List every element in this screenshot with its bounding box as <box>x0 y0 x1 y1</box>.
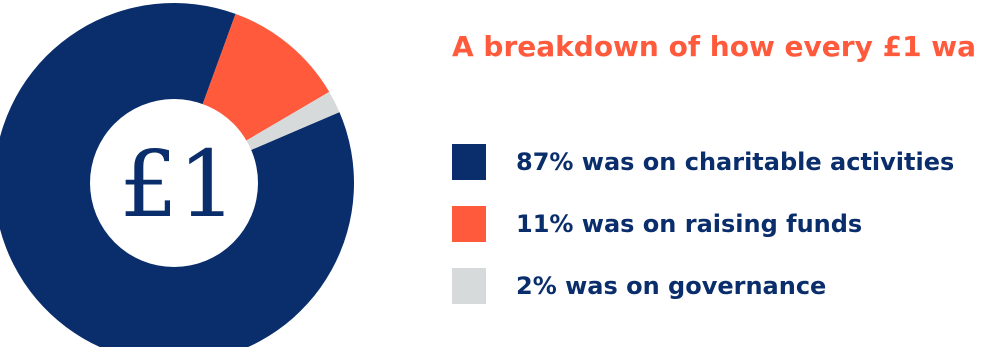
donut-hole <box>90 99 258 267</box>
legend-item-charitable: 87% was on charitable activities <box>452 144 993 180</box>
legend-swatch-governance <box>452 268 486 304</box>
chart-title: A breakdown of how every £1 wa <box>452 30 977 63</box>
center-label: £1 <box>119 131 236 238</box>
slice-charitable <box>0 3 354 347</box>
legend-swatch-fundraising <box>452 206 486 242</box>
legend-swatch-charitable <box>452 144 486 180</box>
legend-label-governance: 2% was on governance <box>516 272 827 300</box>
legend-item-governance: 2% was on governance <box>452 268 993 304</box>
legend-label-fundraising: 11% was on raising funds <box>516 210 863 238</box>
donut-chart: £1 <box>0 3 354 347</box>
legend-item-fundraising: 11% was on raising funds <box>452 206 993 242</box>
legend-label-charitable: 87% was on charitable activities <box>516 148 955 176</box>
